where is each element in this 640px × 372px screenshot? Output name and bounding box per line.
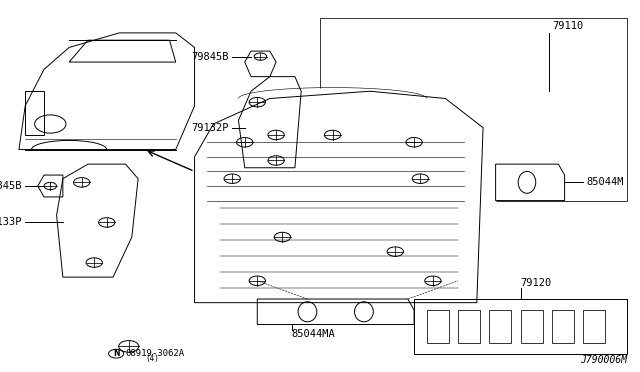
Text: 79133P: 79133P bbox=[0, 218, 22, 227]
Text: 85044MA: 85044MA bbox=[292, 328, 335, 339]
Text: N: N bbox=[113, 349, 120, 358]
Text: (4): (4) bbox=[146, 354, 159, 363]
Text: 79110: 79110 bbox=[552, 21, 583, 31]
Text: 79845B: 79845B bbox=[0, 181, 22, 191]
Text: 85044M: 85044M bbox=[587, 177, 624, 187]
Text: 79120: 79120 bbox=[521, 278, 552, 288]
Text: 79845B: 79845B bbox=[191, 52, 229, 62]
Text: J790006M: J790006M bbox=[580, 355, 627, 365]
Text: 79132P: 79132P bbox=[191, 123, 229, 133]
Text: 08919-3062A: 08919-3062A bbox=[125, 349, 185, 358]
